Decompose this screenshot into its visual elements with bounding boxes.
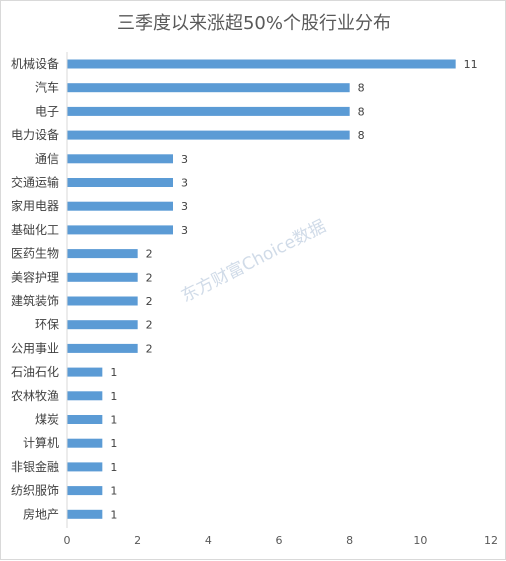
bar: [67, 106, 350, 116]
category-label: 美容护理: [11, 269, 59, 284]
data-label: 1: [110, 366, 117, 379]
x-tick-label: 8: [346, 534, 353, 547]
data-label: 3: [181, 200, 188, 213]
category-label: 医药生物: [11, 247, 59, 261]
data-label: 3: [181, 153, 188, 166]
data-label: 1: [110, 437, 117, 450]
data-label: 3: [181, 177, 188, 190]
data-label: 8: [358, 129, 365, 142]
bar: [67, 154, 173, 164]
category-label: 房地产: [23, 506, 59, 521]
x-tick-label: 2: [134, 534, 141, 547]
bar: [67, 509, 103, 519]
bar: [67, 249, 138, 259]
data-label: 2: [146, 295, 153, 308]
category-label: 计算机: [23, 435, 59, 450]
data-label: 1: [110, 485, 117, 498]
data-label: 2: [146, 271, 153, 284]
category-label: 纺织服饰: [11, 484, 59, 498]
data-label: 1: [110, 414, 117, 427]
x-tick-label: 4: [205, 534, 212, 547]
category-label: 农林牧渔: [11, 389, 59, 403]
category-label: 石油石化: [11, 365, 59, 379]
category-label: 环保: [35, 318, 59, 332]
data-label: 1: [110, 508, 117, 521]
bar: [67, 130, 350, 140]
bar: [67, 391, 103, 401]
data-label: 2: [146, 342, 153, 355]
category-label: 电力设备: [11, 128, 59, 142]
bar: [67, 367, 103, 377]
bar: [67, 296, 138, 306]
bar: [67, 343, 138, 353]
x-tick-label: 12: [484, 534, 498, 547]
category-label: 基础化工: [11, 223, 59, 237]
category-label: 建筑装饰: [11, 293, 59, 308]
chart-title: 三季度以来涨超50%个股行业分布: [116, 13, 391, 34]
bar: [67, 462, 103, 472]
x-tick-label: 0: [64, 534, 71, 547]
data-label: 8: [358, 82, 365, 95]
bar: [67, 320, 138, 330]
category-label: 家用电器: [11, 198, 59, 213]
bar: [67, 83, 350, 93]
x-tick-label: 10: [413, 534, 427, 547]
data-label: 3: [181, 224, 188, 237]
bar: [67, 59, 456, 69]
bar: [67, 201, 173, 211]
data-label: 8: [358, 105, 365, 118]
bar: [67, 415, 103, 424]
bar: [67, 272, 138, 282]
watermark: 东方财富Choice数据: [178, 216, 329, 306]
category-label: 煤炭: [35, 413, 59, 427]
category-label: 交通运输: [11, 175, 59, 190]
axes-group: 机械设备汽车电子电力设备通信交通运输家用电器基础化工医药生物美容护理建筑装饰环保…: [11, 52, 498, 547]
bar: [67, 178, 173, 187]
category-label: 电子: [35, 104, 59, 118]
data-label: 1: [110, 461, 117, 474]
bar: [67, 438, 103, 448]
data-label: 11: [464, 58, 478, 71]
category-label: 通信: [35, 152, 59, 166]
bar: [67, 225, 173, 235]
watermark-text: 东方财富Choice数据: [178, 216, 329, 306]
category-label: 汽车: [35, 80, 59, 95]
data-label: 2: [146, 319, 153, 332]
bar: [67, 486, 103, 496]
data-label: 1: [110, 390, 117, 403]
category-label: 公用事业: [11, 341, 59, 355]
category-label: 非银金融: [11, 459, 59, 474]
data-label: 2: [146, 248, 153, 261]
x-tick-label: 6: [276, 534, 283, 547]
category-label: 机械设备: [11, 56, 59, 71]
